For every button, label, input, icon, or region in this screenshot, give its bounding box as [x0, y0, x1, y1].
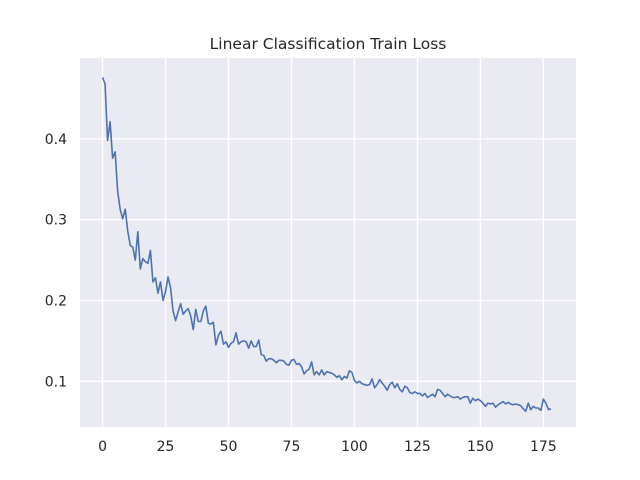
x-tick-label: 150	[467, 439, 494, 455]
gridlines	[80, 58, 576, 427]
x-tick-label: 25	[157, 439, 175, 455]
x-tick-label: 175	[530, 439, 557, 455]
y-tick-label: 0.3	[45, 213, 67, 229]
x-tick-label: 100	[341, 439, 368, 455]
x-tick-label: 75	[283, 439, 301, 455]
y-axis-ticks: 0.1 0.2 0.3 0.4	[45, 132, 67, 390]
x-axis-ticks: 0 25 50 75 100 125 150 175	[98, 439, 557, 455]
plot-area	[80, 58, 576, 427]
y-tick-label: 0.1	[45, 374, 67, 390]
x-tick-label: 50	[220, 439, 238, 455]
series-line	[101, 77, 552, 413]
y-tick-label: 0.4	[45, 132, 67, 148]
x-tick-label: 125	[404, 439, 431, 455]
chart-title: Linear Classification Train Loss	[210, 35, 447, 53]
series-group	[101, 77, 552, 413]
x-tick-label: 0	[98, 439, 107, 455]
y-tick-label: 0.2	[45, 293, 67, 309]
